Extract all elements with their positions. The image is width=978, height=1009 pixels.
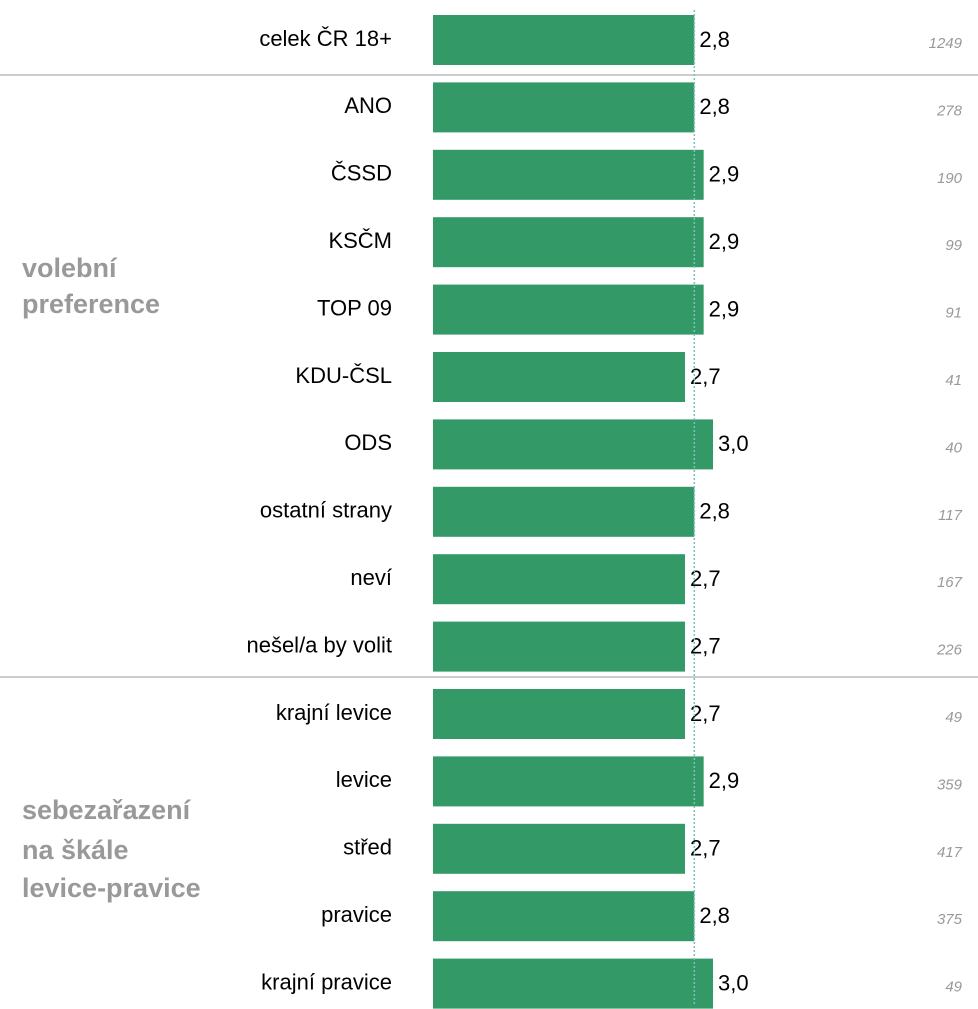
category-label: ODS [344,430,392,455]
bar [433,284,704,335]
value-label: 2,7 [690,566,721,591]
group-label: sebezařazení [22,795,192,825]
bar [433,419,713,470]
category-label: krajní pravice [261,969,392,994]
category-label: KSČM [328,228,392,253]
sample-size: 190 [937,170,963,187]
value-label: 2,8 [699,94,730,119]
bar [433,217,704,268]
category-label: nešel/a by volit [246,632,392,657]
value-label: 2,9 [709,768,740,793]
sample-size: 278 [936,102,963,119]
bar [433,149,704,200]
sample-size: 49 [945,709,962,726]
category-label: pravice [321,902,392,927]
bar [433,958,713,1009]
category-label: ČSSD [331,161,392,186]
group-label: levice-pravice [22,873,201,903]
sample-size: 91 [945,305,962,322]
bar [433,891,695,942]
category-label: celek ČR 18+ [259,26,392,51]
bar [433,554,685,605]
group-label: volební [22,253,118,283]
bar [433,823,685,874]
category-label: ANO [344,93,392,118]
value-label: 2,8 [699,27,730,52]
category-label: TOP 09 [317,295,392,320]
sample-size: 117 [938,507,963,524]
value-label: 3,0 [718,431,749,456]
sample-size: 1249 [929,35,963,52]
bar [433,486,695,537]
bar [433,756,704,807]
bar [433,82,695,133]
group-label: na škále [22,835,129,865]
sample-size: 99 [945,237,962,254]
sample-size: 40 [945,439,962,456]
bar [433,15,695,65]
bar [433,689,685,739]
value-label: 2,7 [690,836,721,861]
category-label: střed [343,835,392,860]
value-label: 2,7 [690,701,721,726]
value-label: 2,9 [709,296,740,321]
category-label: krajní levice [276,700,392,725]
value-label: 2,9 [709,229,740,254]
value-label: 2,7 [690,633,721,658]
value-label: 2,8 [699,499,730,524]
group-label: preference [22,289,160,319]
sample-size: 359 [937,776,963,793]
sample-size: 167 [937,574,963,591]
value-label: 2,9 [709,162,740,187]
bar [433,352,685,402]
category-label: levice [336,767,392,792]
sample-size: 417 [937,844,963,861]
sample-size: 49 [945,979,962,996]
category-label: KDU-ČSL [295,363,392,388]
value-label: 3,0 [718,970,749,995]
sample-size: 41 [945,372,962,389]
value-label: 2,7 [690,364,721,389]
sample-size: 375 [937,911,963,928]
value-label: 2,8 [699,903,730,928]
bar [433,621,685,672]
sample-size: 226 [936,642,963,659]
category-label: ostatní strany [260,498,392,523]
category-label: neví [350,565,392,590]
